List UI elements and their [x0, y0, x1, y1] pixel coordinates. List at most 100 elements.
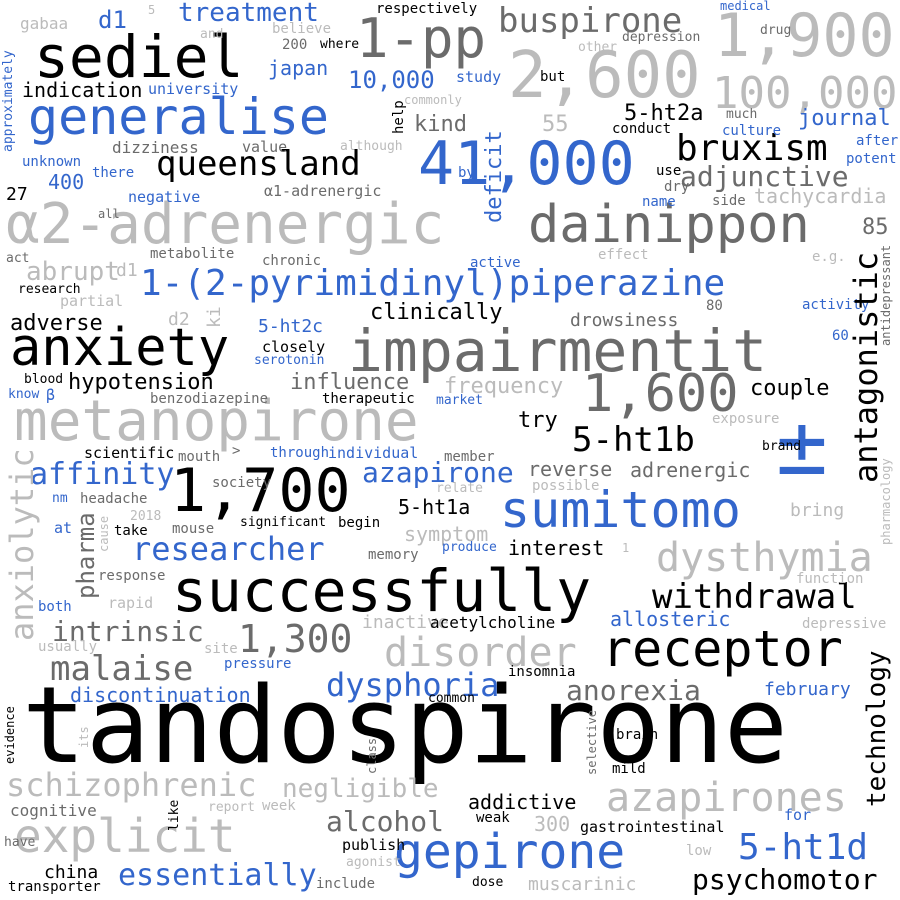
cloud-word-by: by: [458, 165, 475, 181]
cloud-word-pressure: pressure: [224, 656, 292, 672]
cloud-word-5: 5: [148, 3, 156, 17]
cloud-word-approximately: approximately: [1, 50, 16, 152]
cloud-word-exposure: exposure: [712, 411, 780, 427]
cloud-word-5-ht2c: 5-ht2c: [258, 316, 324, 337]
cloud-word-use: use: [656, 163, 682, 179]
cloud-word-report: report: [208, 800, 255, 815]
cloud-word-response: response: [98, 568, 166, 584]
cloud-word-chronic: chronic: [262, 253, 322, 269]
cloud-word-dose: dose: [472, 875, 504, 890]
cloud-word-both: both: [38, 599, 72, 615]
cloud-word-commonly: commonly: [404, 93, 462, 107]
cloud-word-anxiolytic: anxiolytic: [3, 448, 41, 641]
cloud-word-5-ht1a: 5-ht1a: [398, 495, 471, 519]
cloud-word-scientific: scientific: [84, 444, 175, 462]
cloud-word-blood: blood: [24, 372, 64, 387]
cloud-word-unknown: unknown: [22, 154, 82, 170]
cloud-word-e-g: e.g.: [812, 249, 846, 265]
cloud-word-medical: medical: [720, 0, 771, 13]
cloud-word-sediel: sediel: [34, 23, 244, 91]
cloud-word-function: function: [796, 571, 864, 587]
cloud-word-affinity: affinity: [30, 457, 175, 492]
cloud-word-successfully: successfully: [172, 557, 592, 625]
cloud-word-individual: individual: [328, 444, 419, 462]
cloud-word-university: university: [148, 80, 239, 98]
cloud-word-evidence: evidence: [3, 706, 17, 764]
cloud-word-publish: publish: [342, 836, 406, 854]
cloud-word-buspirone: buspirone: [498, 1, 683, 41]
cloud-word-act: act: [6, 251, 30, 266]
cloud-word-have: have: [4, 835, 36, 850]
cloud-word-2-adrenergic: α2-adrenergic: [6, 192, 445, 257]
cloud-word-where: where: [320, 37, 360, 52]
cloud-word-technology: technology: [862, 650, 892, 807]
cloud-word-negligible: negligible: [282, 774, 439, 804]
cloud-word-1-pp: 1-pp: [356, 7, 487, 70]
cloud-word-explicit: explicit: [14, 809, 236, 863]
cloud-word-potent: potent: [846, 151, 897, 167]
cloud-word-relate: relate: [436, 481, 483, 496]
cloud-word-impairmentit: impairmentit: [348, 317, 768, 385]
cloud-word-hypotension: hypotension: [68, 370, 214, 395]
cloud-word-begin: begin: [338, 515, 381, 531]
cloud-word-include: include: [316, 876, 376, 892]
cloud-word-rapid: rapid: [108, 594, 154, 612]
cloud-word-symbol: ±: [776, 395, 828, 495]
cloud-word-produce: produce: [442, 540, 497, 555]
cloud-word-journal: journal: [798, 106, 891, 131]
cloud-word-antagonistic: antagonistic: [847, 251, 885, 483]
cloud-word-tandospirone: tandospirone: [22, 664, 788, 787]
cloud-word-but: but: [540, 69, 566, 85]
cloud-word-antidepressant: antidepressant: [879, 244, 893, 346]
cloud-word-therapeutic: therapeutic: [322, 391, 415, 407]
cloud-word-anorexia: anorexia: [566, 674, 701, 707]
cloud-word-research: research: [18, 282, 81, 297]
cloud-word-serotonin: serotonin: [254, 353, 325, 368]
cloud-word-class: class: [365, 737, 379, 774]
cloud-word-inactive: inactive: [362, 612, 449, 633]
cloud-word-member: member: [444, 449, 495, 465]
cloud-word-ki: ki: [204, 306, 225, 328]
cloud-word-like: like: [167, 799, 182, 831]
cloud-word-dysthymia: dysthymia: [656, 535, 873, 581]
cloud-word-sumitomo: sumitomo: [500, 481, 741, 539]
cloud-word-take: take: [114, 523, 148, 539]
cloud-word-bring: bring: [790, 500, 845, 521]
cloud-word-azapirone: azapirone: [362, 456, 514, 489]
cloud-word-low: low: [686, 843, 712, 859]
cloud-word-5-ht2a: 5-ht2a: [624, 101, 704, 126]
cloud-word-interest: interest: [508, 536, 605, 560]
cloud-word-withdrawal: withdrawal: [652, 577, 857, 617]
cloud-word-there: there: [92, 165, 135, 181]
cloud-word-generalise: generalise: [28, 88, 330, 146]
cloud-word-55: 55: [542, 112, 569, 137]
cloud-word-its: its: [77, 726, 91, 748]
cloud-word-60: 60: [832, 328, 849, 344]
cloud-word-gastrointestinal: gastrointestinal: [580, 818, 725, 836]
cloud-word-conduct: conduct: [612, 121, 672, 137]
cloud-word-brain: brain: [616, 727, 659, 743]
cloud-word-queensland: queensland: [156, 144, 361, 184]
cloud-word-abrupt: abrupt: [26, 257, 120, 287]
cloud-word-benzodiazepine: benzodiazepine: [150, 391, 269, 407]
cloud-word-and: and: [200, 27, 224, 42]
cloud-word-100-000: 100,000: [712, 68, 898, 119]
cloud-word-azapirones: azapirones: [606, 775, 847, 821]
cloud-word-80: 80: [706, 298, 723, 314]
cloud-word-clinically: clinically: [370, 300, 503, 325]
cloud-word-selective: selective: [585, 709, 599, 775]
cloud-word-headache: headache: [80, 491, 148, 507]
cloud-word-dry: dry: [664, 179, 690, 195]
cloud-word-treatment: treatment: [178, 0, 319, 28]
cloud-word-1-700: 1,700: [170, 456, 351, 526]
cloud-word-for: for: [784, 806, 812, 824]
cloud-word-japan: japan: [268, 56, 329, 80]
cloud-word-although: although: [340, 139, 403, 154]
cloud-word-agonist: agonist: [346, 855, 401, 870]
cloud-word-insomnia: insomnia: [508, 664, 576, 680]
cloud-word-addictive: addictive: [468, 790, 577, 814]
cloud-word-dizziness: dizziness: [112, 138, 199, 157]
cloud-word-kind: kind: [414, 112, 467, 137]
cloud-word-schizophrenic: schizophrenic: [6, 766, 257, 804]
cloud-word-reverse: reverse: [528, 457, 613, 481]
